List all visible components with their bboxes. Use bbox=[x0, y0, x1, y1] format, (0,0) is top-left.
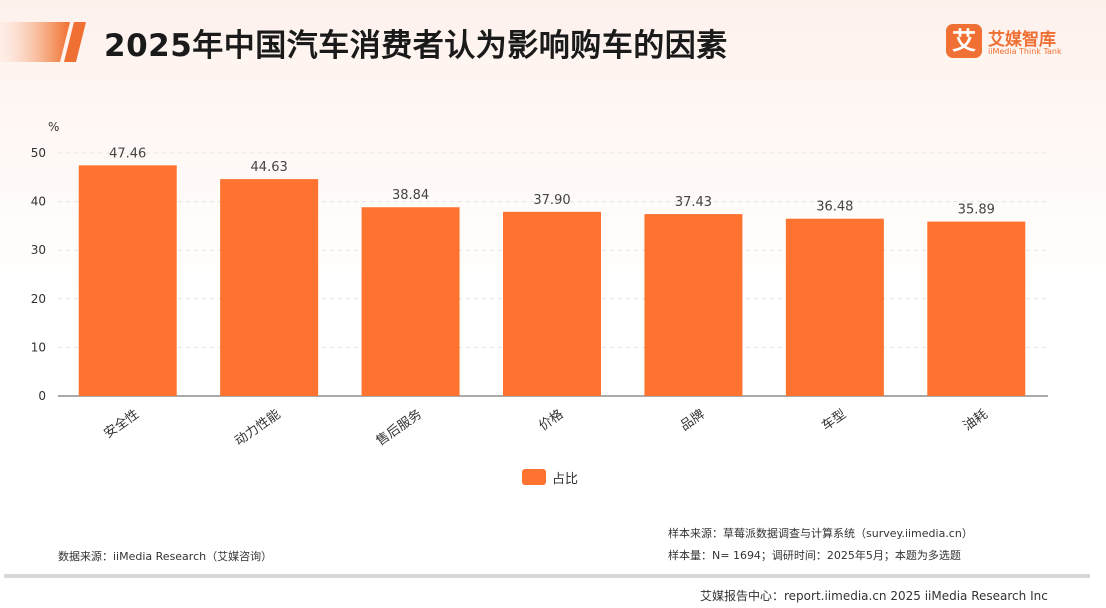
chart-bars bbox=[78, 165, 1026, 396]
x-category-label: 安全性 bbox=[101, 406, 142, 441]
bar bbox=[503, 211, 601, 396]
bar-value-label: 37.90 bbox=[533, 193, 570, 208]
x-category-label: 价格 bbox=[536, 406, 566, 434]
y-tick-label: 50 bbox=[31, 146, 46, 160]
legend-label: 占比 bbox=[552, 471, 579, 487]
brand-logo: 艾 艾媒智库 iiMedia Think Tank bbox=[946, 24, 1066, 64]
bar-value-label: 44.63 bbox=[251, 160, 288, 175]
bar bbox=[78, 165, 177, 396]
brand-tagline: iiMedia Think Tank bbox=[988, 47, 1062, 56]
legend-swatch bbox=[522, 469, 546, 485]
bar bbox=[361, 207, 460, 396]
y-axis-unit: % bbox=[48, 120, 59, 134]
y-tick-label: 10 bbox=[31, 340, 46, 354]
bar-value-label: 36.48 bbox=[816, 200, 853, 215]
y-tick-label: 20 bbox=[31, 292, 46, 306]
y-tick-label: 0 bbox=[38, 389, 46, 403]
x-category-label: 售后服务 bbox=[373, 406, 425, 449]
bar bbox=[220, 179, 319, 396]
bar-value-label: 37.43 bbox=[675, 195, 712, 210]
brand-name: 艾媒智库 bbox=[988, 30, 1056, 50]
x-category-label: 品牌 bbox=[677, 406, 707, 434]
copyright-note: 艾媒报告中心：report.iimedia.cn 2025 iiMedia Re… bbox=[700, 589, 1048, 603]
bar bbox=[644, 214, 743, 396]
bar-value-label: 47.46 bbox=[109, 146, 146, 161]
footer-divider bbox=[4, 574, 1090, 578]
page-title: 2025年中国汽车消费者认为影响购车的因素 bbox=[104, 28, 728, 64]
sample-source-note: 样本来源：草莓派数据调查与计算系统（survey.iimedia.cn） bbox=[668, 527, 973, 540]
x-category-label: 动力性能 bbox=[232, 407, 283, 449]
x-category-label: 油耗 bbox=[961, 407, 991, 434]
x-category-label: 车型 bbox=[819, 406, 849, 434]
bar-value-label: 35.89 bbox=[958, 203, 995, 218]
chart-legend: 占比 bbox=[522, 467, 578, 487]
bar-value-label: 38.84 bbox=[392, 188, 429, 203]
brand-logo-icon: 艾 bbox=[946, 24, 982, 58]
y-tick-label: 40 bbox=[31, 195, 46, 209]
bar bbox=[927, 221, 1026, 396]
data-source-note: 数据来源：iiMedia Research（艾媒咨询） bbox=[58, 550, 273, 563]
title-accent-stripe bbox=[0, 22, 88, 62]
y-tick-label: 30 bbox=[31, 243, 46, 257]
bar-chart: 0 10 20 30 40 50% 47.46 安全性 44.63 动力性能 38.84 售后服务 3… bbox=[31, 120, 1048, 449]
sample-size-note: 样本量：N= 1694；调研时间：2025年5月；本题为多选题 bbox=[668, 549, 961, 562]
bar bbox=[785, 218, 884, 396]
